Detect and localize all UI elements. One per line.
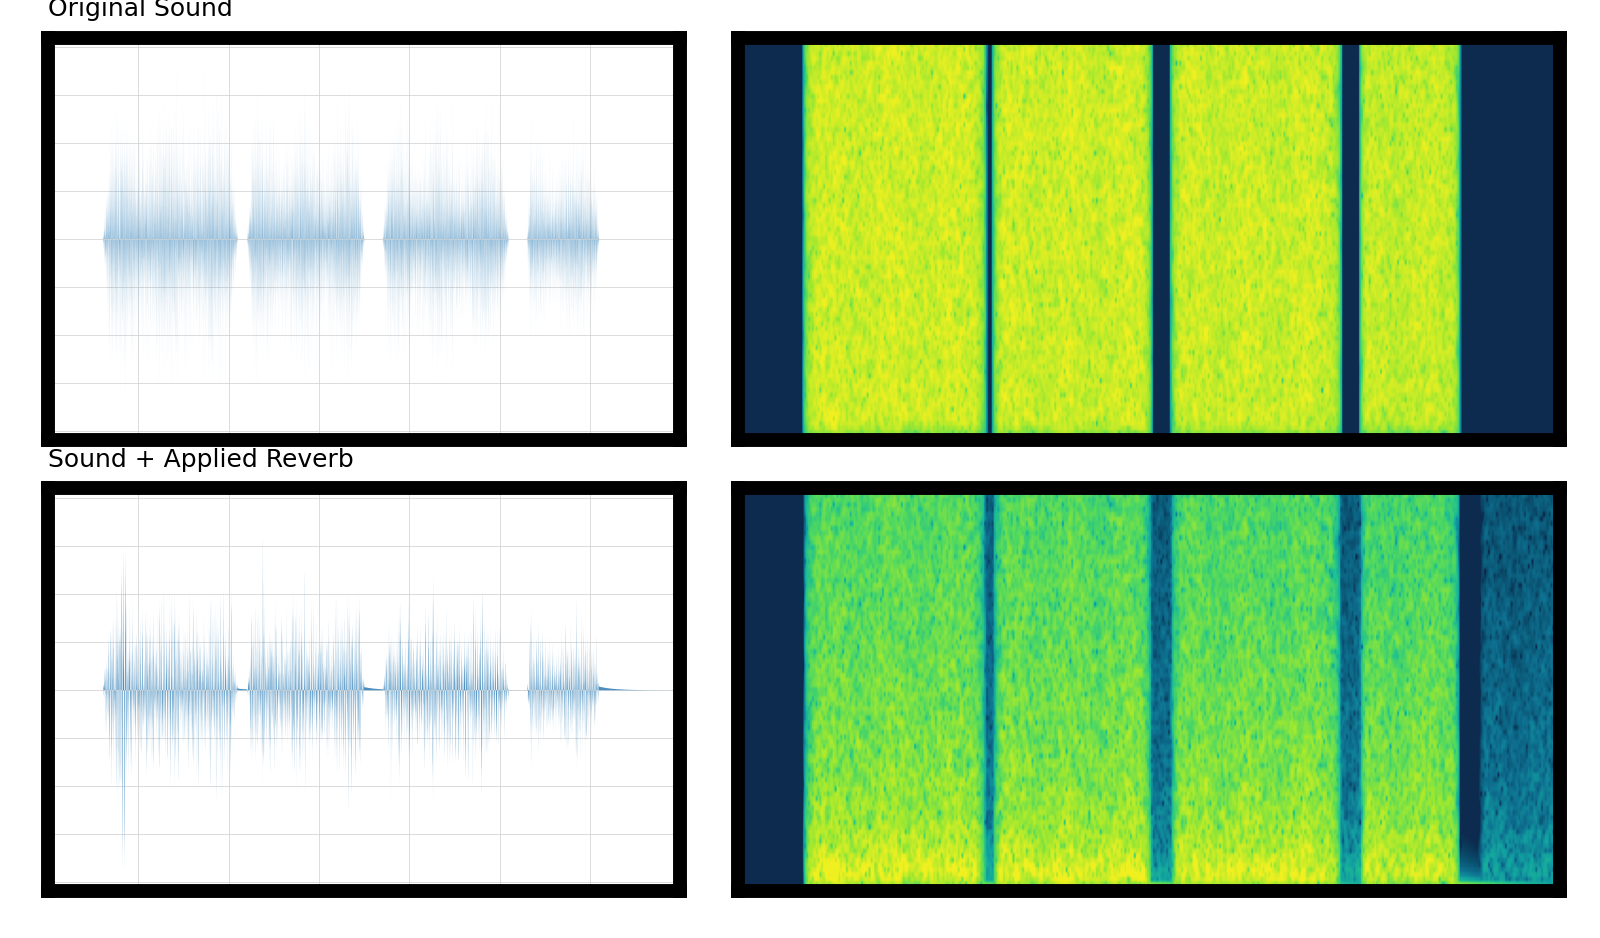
Text: Sound + Applied Reverb: Sound + Applied Reverb (48, 448, 354, 473)
Text: Original Sound: Original Sound (48, 0, 232, 22)
